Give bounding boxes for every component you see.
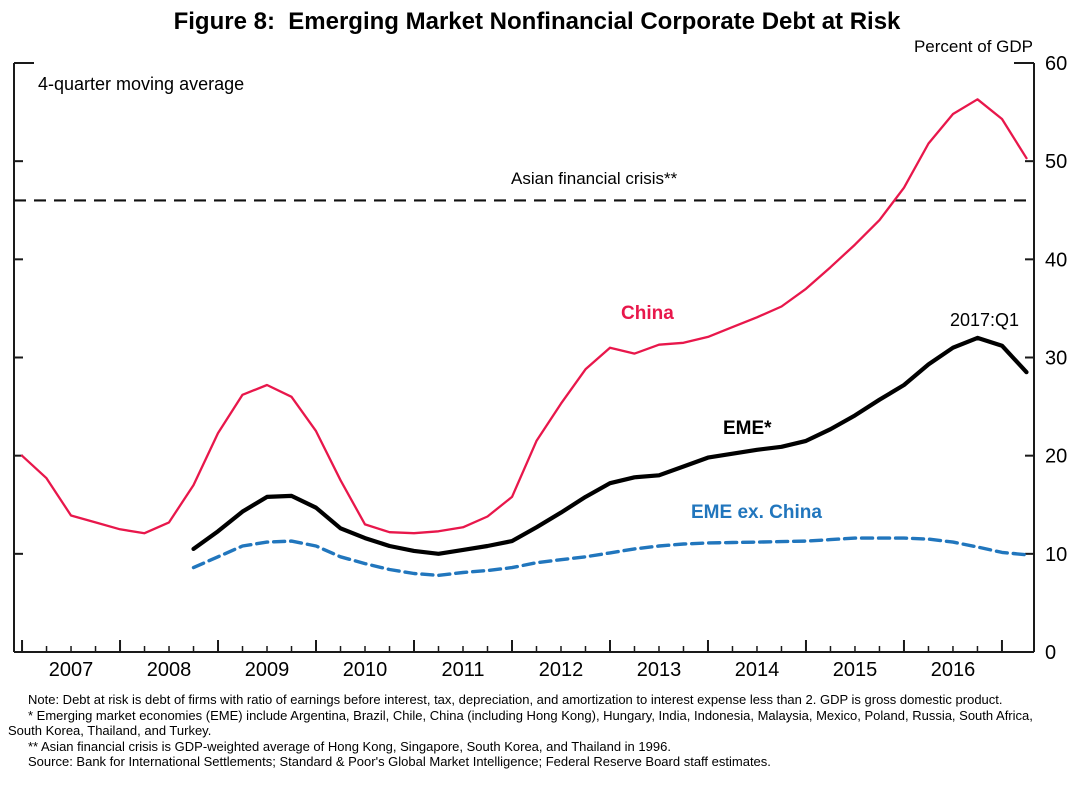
crisis-line-label: Asian financial crisis**	[511, 169, 678, 188]
moving-average-note: 4-quarter moving average	[38, 74, 245, 94]
footnotes: Note: Debt at risk is debt of firms with…	[8, 692, 1068, 770]
series-line-china	[20, 98, 1028, 535]
y-tick-label: 30	[1045, 348, 1067, 370]
y-tick-label: 40	[1045, 249, 1067, 271]
y-tick-label: 10	[1045, 544, 1067, 566]
figure-title: Figure 8: Emerging Market Nonfinancial C…	[173, 8, 901, 35]
y-tick-label: 60	[1045, 53, 1067, 75]
footnote-line: Note: Debt at risk is debt of firms with…	[28, 692, 1003, 707]
y-axis-unit-label: Percent of GDP	[913, 37, 1033, 56]
x-tick-label: 2009	[245, 659, 290, 681]
y-tick-label: 20	[1045, 446, 1067, 468]
x-tick-label: 2011	[441, 659, 484, 681]
last-observation-label: 2017:Q1	[950, 310, 1020, 330]
series-label-eme: EME*	[723, 418, 772, 439]
y-tick-label: 0	[1045, 642, 1056, 664]
x-tick-label: 2015	[833, 659, 878, 681]
footnote-line: Source: Bank for International Settlemen…	[28, 754, 771, 770]
series-label-china: China	[621, 303, 674, 324]
x-tick-label: 2008	[147, 659, 192, 681]
x-tick-label: 2013	[637, 659, 682, 681]
x-tick-label: 2010	[343, 659, 388, 681]
footnote-line: * Emerging market economies (EME) includ…	[8, 707, 1033, 739]
series-line-eme	[191, 335, 1029, 556]
x-tick-label: 2014	[735, 659, 780, 681]
series-label-eme-ex-china: EME ex. China	[691, 502, 822, 523]
x-tick-label: 2016	[931, 659, 976, 681]
footnote-line: ** Asian financial crisis is GDP-weighte…	[28, 738, 671, 754]
x-tick-label: 2012	[539, 659, 584, 681]
x-tick-label: 2007	[49, 659, 94, 681]
series-line-eme-ex-china	[191, 536, 1029, 578]
y-tick-label: 50	[1045, 151, 1067, 173]
